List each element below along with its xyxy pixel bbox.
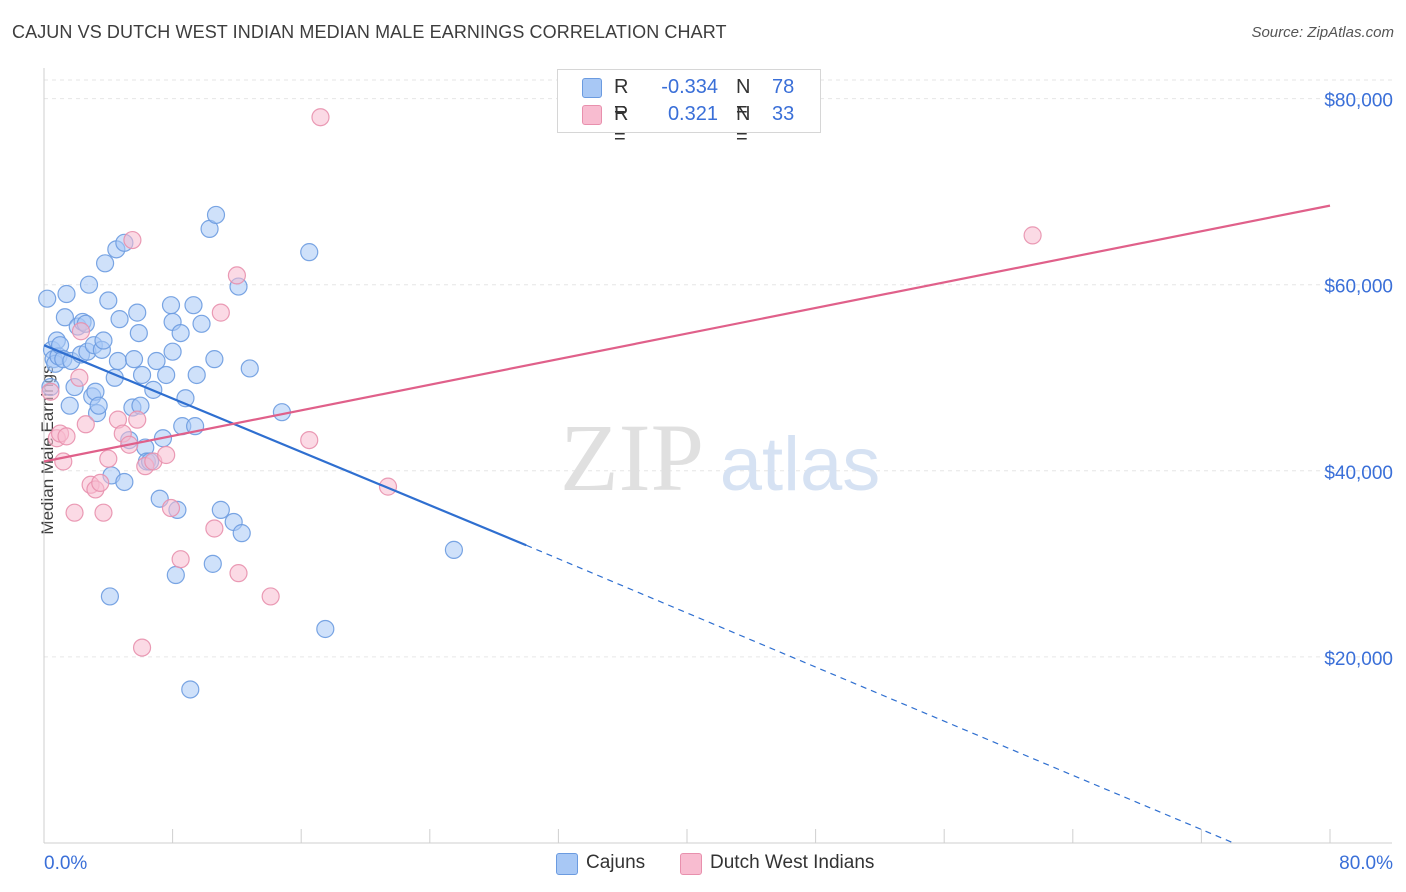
cajun-point (171, 323, 190, 343)
dutch-point (300, 430, 319, 450)
cajun-point (147, 351, 166, 371)
cajun-point (184, 296, 203, 315)
dutch-point (123, 230, 142, 250)
cajun-point (124, 350, 144, 369)
cajun-point (57, 284, 76, 304)
dutch-point (1023, 226, 1042, 245)
cajun-point (205, 350, 224, 369)
cajun-trend-extension (526, 544, 1234, 844)
dutch-point (65, 503, 84, 522)
cajun-point (163, 342, 182, 361)
dutch-point (157, 445, 176, 465)
cajun-point (187, 365, 206, 385)
bottom-cajun-swatch (556, 853, 578, 875)
cajun-n-label: N = (736, 76, 751, 121)
cajun-point (206, 205, 226, 225)
cajun-point (316, 619, 335, 639)
cajun-point (38, 289, 57, 308)
cajun-point (108, 351, 128, 371)
cajun-point (99, 291, 118, 310)
cajun-point (192, 314, 211, 333)
dutch-point (378, 477, 398, 496)
dutch-trend-line (43, 204, 1331, 463)
dutch-point (91, 473, 110, 493)
dutch-points (41, 108, 1042, 657)
chart-title: CAJUN VS DUTCH WEST INDIAN MEDIAN MALE E… (12, 22, 727, 42)
cajun-point (444, 540, 464, 559)
dutch-point (70, 368, 89, 387)
cajun-point (55, 308, 74, 327)
cajun-point (203, 554, 222, 573)
x-tick-label-min: 0.0% (44, 853, 87, 874)
dutch-point (311, 108, 330, 127)
dutch-point (57, 427, 76, 446)
bottom-dutch-swatch (680, 853, 702, 875)
correlation-legend: R = -0.334 N = 78 R = 0.321 N = 33 (557, 69, 821, 148)
dutch-point (94, 503, 113, 522)
cajun-point (60, 396, 79, 415)
cajun-points (38, 205, 464, 699)
cajun-point (300, 243, 319, 262)
cajun-point (157, 365, 176, 385)
cajun-point (211, 500, 230, 519)
source-label: Source: ZipAtlas.com (1251, 24, 1394, 41)
cajun-point (240, 359, 259, 378)
cajun-point (128, 303, 147, 322)
dutch-n-label: N = (736, 103, 751, 148)
dutch-point (128, 410, 147, 429)
cajun-swatch (582, 78, 602, 98)
dutch-point (132, 638, 152, 657)
dutch-point (205, 519, 224, 538)
cajun-point (181, 680, 200, 699)
watermark-atlas: atlas (720, 422, 881, 507)
cajun-point (110, 310, 129, 329)
dutch-point (41, 382, 60, 401)
cajun-point (132, 365, 152, 385)
dutch-point (171, 550, 190, 569)
dutch-point (71, 322, 91, 341)
cajun-r-label: R = (614, 76, 629, 121)
bottom-cajun-label: Cajuns (586, 852, 646, 873)
cajun-point (100, 587, 120, 606)
axes (43, 68, 1392, 844)
dutch-point (227, 266, 246, 285)
y-tick-label: $80,000 (1324, 91, 1393, 112)
cajun-n-value: 78 (772, 76, 795, 98)
y-tick-label: $20,000 (1324, 649, 1393, 670)
cajun-point (232, 524, 251, 543)
cajun-trend-line (43, 344, 527, 547)
cajun-point (95, 254, 115, 273)
dutch-point (229, 564, 248, 583)
cajun-point (166, 565, 185, 585)
dutch-r-label: R = (614, 103, 629, 148)
dutch-point (161, 498, 181, 518)
watermark: ZIP atlas (560, 404, 880, 511)
dutch-r-value: 0.321 (667, 103, 718, 125)
cajun-point (79, 275, 99, 294)
watermark-zip: ZIP (560, 404, 704, 511)
y-tick-label: $40,000 (1324, 463, 1393, 484)
cajun-point (115, 472, 134, 492)
cajun-point (94, 331, 113, 350)
dutch-point (99, 449, 118, 468)
bottom-dutch-label: Dutch West Indians (710, 852, 875, 873)
cajun-point (89, 396, 108, 415)
dutch-point (211, 303, 230, 322)
x-tick-label-max: 80.0% (1339, 853, 1393, 874)
cajun-point (161, 296, 181, 315)
y-tick-label: $60,000 (1324, 277, 1393, 298)
cajun-point (129, 323, 148, 343)
cajun-r-value: -0.334 (661, 76, 718, 98)
dutch-n-value: 33 (772, 103, 795, 125)
dutch-point (261, 587, 280, 606)
dutch-swatch (582, 105, 602, 125)
dutch-point (76, 415, 95, 434)
